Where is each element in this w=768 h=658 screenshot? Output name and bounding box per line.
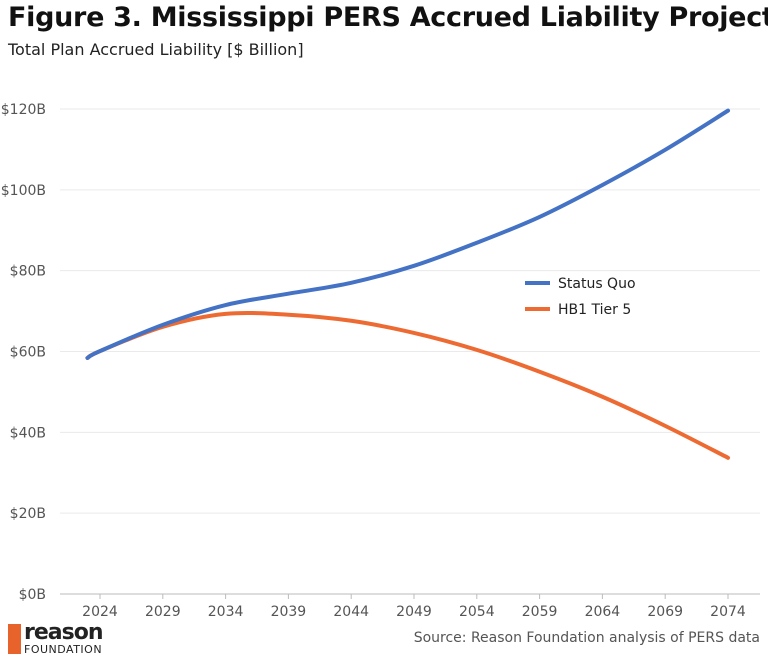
legend-label: HB1 Tier 5 — [558, 302, 631, 318]
logo-sub: FOUNDATION — [24, 643, 103, 656]
x-tick-label: 2024 — [82, 604, 118, 620]
reason-foundation-logo: reason FOUNDATION — [8, 622, 103, 655]
legend-label: Status Quo — [558, 276, 636, 292]
x-tick-label: 2074 — [710, 604, 746, 620]
y-tick-label: $0B — [19, 587, 46, 603]
series-line-hb1-tier-5 — [85, 310, 730, 460]
torch-icon — [8, 623, 21, 654]
series-line-status-quo — [85, 108, 730, 360]
source-note: Source: Reason Foundation analysis of PE… — [413, 630, 760, 646]
logo-word: reason — [24, 620, 103, 645]
x-tick-label: 2049 — [396, 604, 432, 620]
y-tick-label: $60B — [10, 345, 46, 361]
chart-subtitle: Total Plan Accrued Liability [$ Billion] — [8, 40, 304, 59]
y-tick-label: $20B — [10, 506, 46, 522]
y-tick-label: $40B — [10, 425, 46, 441]
y-tick-label: $80B — [10, 264, 46, 280]
y-tick-label: $120B — [1, 102, 46, 118]
x-tick-label: 2059 — [522, 604, 558, 620]
y-tick-label: $100B — [1, 183, 46, 199]
chart-title: Figure 3. Mississippi PERS Accrued Liabi… — [8, 2, 768, 33]
x-tick-label: 2039 — [271, 604, 307, 620]
x-tick-label: 2029 — [145, 604, 181, 620]
x-tick-label: 2034 — [208, 604, 244, 620]
x-tick-label: 2069 — [647, 604, 683, 620]
x-tick-label: 2064 — [585, 604, 621, 620]
x-tick-label: 2044 — [333, 604, 369, 620]
x-tick-label: 2054 — [459, 604, 495, 620]
